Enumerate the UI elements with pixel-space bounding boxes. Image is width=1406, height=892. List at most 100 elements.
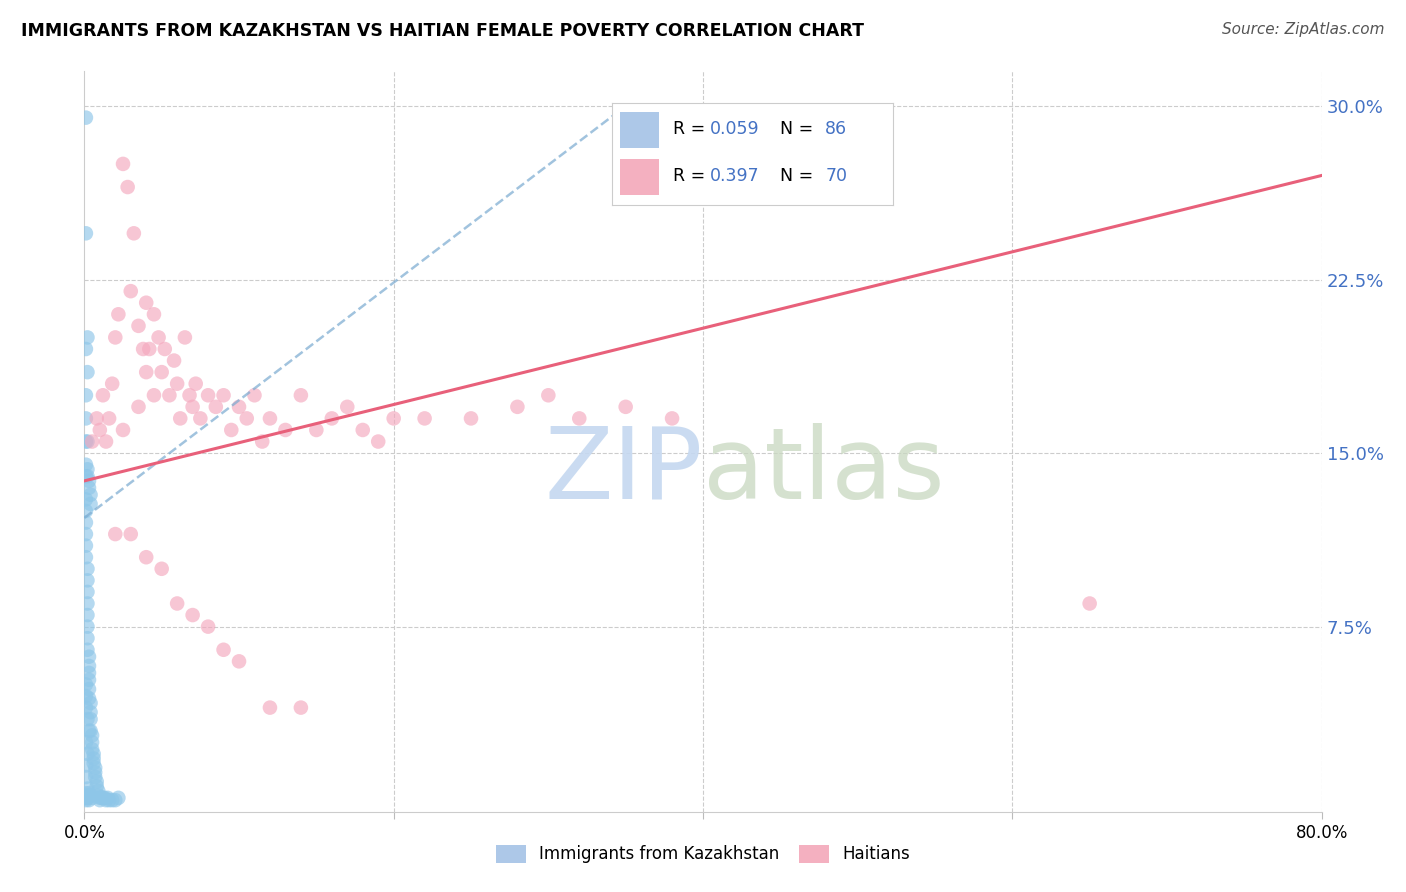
- Point: [75, 227, 97, 241]
- Point: [321, 411, 343, 425]
- Point: [101, 793, 124, 807]
- Point: [79, 488, 101, 502]
- Point: [76, 469, 98, 483]
- Point: [76, 608, 98, 623]
- Text: 70: 70: [825, 168, 848, 186]
- Text: 86: 86: [825, 120, 848, 138]
- Point: [96, 790, 118, 805]
- Point: [75, 527, 97, 541]
- Point: [76, 365, 98, 379]
- Point: [352, 423, 374, 437]
- Point: [79, 789, 101, 803]
- Point: [117, 180, 139, 194]
- Point: [79, 723, 101, 738]
- Point: [290, 700, 312, 714]
- Point: [169, 411, 191, 425]
- Point: [132, 342, 155, 356]
- Point: [87, 784, 110, 798]
- Point: [75, 342, 97, 356]
- Point: [228, 654, 250, 668]
- Point: [166, 597, 188, 611]
- Point: [75, 469, 97, 483]
- Point: [76, 712, 98, 726]
- Point: [150, 365, 173, 379]
- Point: [336, 400, 359, 414]
- Point: [219, 423, 242, 437]
- Point: [76, 597, 98, 611]
- Point: [104, 527, 127, 541]
- Point: [76, 790, 98, 805]
- Point: [75, 550, 97, 565]
- Point: [77, 659, 100, 673]
- Point: [75, 539, 97, 553]
- Point: [143, 307, 166, 321]
- Point: [98, 793, 121, 807]
- Point: [77, 649, 100, 664]
- Point: [104, 330, 127, 344]
- Point: [79, 705, 101, 719]
- Point: [79, 712, 101, 726]
- Point: [75, 677, 97, 691]
- Point: [75, 770, 97, 784]
- Point: [120, 284, 142, 298]
- Bar: [620, 112, 659, 148]
- Point: [506, 400, 529, 414]
- Point: [75, 793, 97, 807]
- Point: [1078, 597, 1101, 611]
- Point: [135, 365, 157, 379]
- Legend: Immigrants from Kazakhstan, Haitians: Immigrants from Kazakhstan, Haitians: [489, 838, 917, 870]
- Point: [197, 620, 219, 634]
- Point: [107, 307, 129, 321]
- Text: atlas: atlas: [703, 423, 945, 520]
- Text: IMMIGRANTS FROM KAZAKHSTAN VS HAITIAN FEMALE POVERTY CORRELATION CHART: IMMIGRANTS FROM KAZAKHSTAN VS HAITIAN FE…: [21, 22, 865, 40]
- Point: [76, 620, 98, 634]
- Point: [87, 789, 110, 803]
- Text: R =: R =: [673, 168, 711, 186]
- Text: Source: ZipAtlas.com: Source: ZipAtlas.com: [1222, 22, 1385, 37]
- Point: [76, 462, 98, 476]
- Point: [89, 793, 111, 807]
- Point: [101, 376, 124, 391]
- Point: [120, 527, 142, 541]
- Point: [84, 770, 107, 784]
- Text: 0.059: 0.059: [710, 120, 759, 138]
- Point: [112, 423, 135, 437]
- Point: [382, 411, 405, 425]
- Point: [148, 330, 170, 344]
- Point: [243, 388, 266, 402]
- Point: [159, 388, 180, 402]
- Point: [150, 562, 173, 576]
- Text: N =: N =: [780, 168, 820, 186]
- Point: [274, 423, 297, 437]
- Point: [188, 411, 211, 425]
- Point: [76, 330, 98, 344]
- Point: [83, 751, 105, 765]
- Point: [367, 434, 389, 449]
- Point: [205, 400, 228, 414]
- Point: [77, 682, 100, 697]
- Text: N =: N =: [780, 120, 820, 138]
- Point: [75, 516, 97, 530]
- Text: 0.397: 0.397: [710, 168, 759, 186]
- Point: [82, 735, 104, 749]
- Point: [179, 388, 201, 402]
- Point: [84, 765, 107, 780]
- Point: [135, 550, 157, 565]
- Point: [93, 790, 115, 805]
- Point: [212, 642, 235, 657]
- Text: R =: R =: [673, 120, 711, 138]
- Point: [91, 388, 114, 402]
- Point: [79, 696, 101, 710]
- Point: [122, 227, 145, 241]
- Point: [184, 376, 207, 391]
- Point: [94, 793, 117, 807]
- Point: [82, 790, 104, 805]
- Point: [75, 111, 97, 125]
- Point: [75, 786, 97, 800]
- Point: [75, 458, 97, 472]
- Point: [76, 631, 98, 645]
- Point: [75, 758, 97, 772]
- Point: [235, 411, 259, 425]
- Point: [290, 388, 312, 402]
- Point: [82, 434, 104, 449]
